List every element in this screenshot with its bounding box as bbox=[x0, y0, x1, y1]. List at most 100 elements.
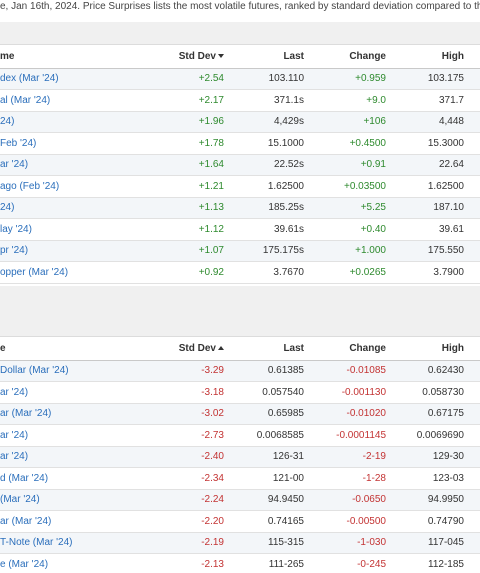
table-row[interactable]: e (Mar '24) -2.13 111-265 -0-245 112-185 bbox=[0, 553, 480, 573]
column-header-change[interactable]: Change bbox=[320, 45, 402, 69]
change-value: +1.000 bbox=[320, 240, 402, 262]
high-price-value: 4,448 bbox=[402, 111, 480, 133]
high-price-value: 3.7900 bbox=[402, 261, 480, 284]
column-header-last[interactable]: Last bbox=[240, 45, 320, 69]
table-row[interactable]: ar '24) -2.73 0.0068585 -0.0001145 0.0069690 bbox=[0, 424, 480, 447]
last-price-value: 0.0068585 bbox=[240, 424, 320, 447]
change-value: -0.01085 bbox=[320, 360, 402, 382]
futures-name-link[interactable]: ar '24) bbox=[0, 446, 165, 468]
change-value: +5.25 bbox=[320, 197, 402, 219]
last-price-value: 1.62500 bbox=[240, 175, 320, 198]
futures-name-link[interactable]: 24) bbox=[0, 197, 165, 219]
futures-name-link[interactable]: d (Mar '24) bbox=[0, 467, 165, 490]
top-volatility-panel: me Std Dev Last Change High dex (Mar '24… bbox=[0, 44, 480, 286]
table-row[interactable]: opper (Mar '24) +0.92 3.7670 +0.0265 3.7900 bbox=[0, 261, 480, 284]
high-price-value: 0.62430 bbox=[402, 360, 480, 382]
futures-name-link[interactable]: T-Note (Mar '24) bbox=[0, 532, 165, 554]
high-price-value: 15.3000 bbox=[402, 132, 480, 155]
table-row[interactable]: Feb '24) +1.78 15.1000 +0.4500 15.3000 bbox=[0, 132, 480, 155]
table-row[interactable]: ar '24) +1.64 22.52s +0.91 22.64 bbox=[0, 154, 480, 176]
last-price-value: 22.52s bbox=[240, 154, 320, 176]
std-dev-value: -2.73 bbox=[165, 424, 240, 447]
table-row[interactable]: T-Note (Mar '24) -2.19 115-315 -1-030 117-04… bbox=[0, 532, 480, 554]
table-row[interactable]: 24) +1.13 185.25s +5.25 187.10 bbox=[0, 197, 480, 219]
change-value: +106 bbox=[320, 111, 402, 133]
table-row[interactable]: ar (Mar '24) -2.20 0.74165 -0.00500 0.74790 bbox=[0, 510, 480, 533]
futures-name-link[interactable]: Feb '24) bbox=[0, 132, 165, 155]
futures-name-link[interactable]: ar (Mar '24) bbox=[0, 403, 165, 425]
table-row[interactable]: Dollar (Mar '24) -3.29 0.61385 -0.01085 0.62… bbox=[0, 360, 480, 382]
futures-name-link[interactable]: Dollar (Mar '24) bbox=[0, 360, 165, 382]
high-price-value: 187.10 bbox=[402, 197, 480, 219]
column-header-name[interactable]: e bbox=[0, 337, 165, 361]
last-price-value: 175.175s bbox=[240, 240, 320, 262]
table-row[interactable]: pr '24) +1.07 175.175s +1.000 175.550 bbox=[0, 240, 480, 262]
top-futures-table: me Std Dev Last Change High dex (Mar '24… bbox=[0, 45, 480, 284]
bottom-volatility-panel: e Std Dev Last Change High Dollar (Mar '… bbox=[0, 336, 480, 573]
high-price-value: 371.7 bbox=[402, 89, 480, 112]
column-header-last[interactable]: Last bbox=[240, 337, 320, 361]
last-price-value: 4,429s bbox=[240, 111, 320, 133]
futures-name-link[interactable]: ar '24) bbox=[0, 154, 165, 176]
futures-name-link[interactable]: e (Mar '24) bbox=[0, 553, 165, 573]
high-price-value: 22.64 bbox=[402, 154, 480, 176]
last-price-value: 111-265 bbox=[240, 553, 320, 573]
change-value: +0.959 bbox=[320, 68, 402, 90]
table-row[interactable]: ar '24) -3.18 0.057540 -0.001130 0.058730 bbox=[0, 381, 480, 404]
last-price-value: 371.1s bbox=[240, 89, 320, 112]
std-dev-value: +1.78 bbox=[165, 132, 240, 155]
std-dev-value: -3.18 bbox=[165, 381, 240, 404]
futures-name-link[interactable]: ar '24) bbox=[0, 424, 165, 447]
last-price-value: 0.61385 bbox=[240, 360, 320, 382]
futures-name-link[interactable]: (Mar '24) bbox=[0, 489, 165, 511]
table-row[interactable]: dex (Mar '24) +2.54 103.110 +0.959 103.175 bbox=[0, 68, 480, 90]
futures-name-link[interactable]: ar (Mar '24) bbox=[0, 510, 165, 533]
section-gap bbox=[0, 286, 480, 336]
change-value: +0.40 bbox=[320, 218, 402, 241]
caret-up-icon bbox=[218, 346, 224, 351]
table-row[interactable]: (Mar '24) -2.24 94.9450 -0.0650 94.9950 bbox=[0, 489, 480, 511]
futures-name-link[interactable]: pr '24) bbox=[0, 240, 165, 262]
column-header-high[interactable]: High bbox=[402, 337, 480, 361]
change-value: -0.00500 bbox=[320, 510, 402, 533]
caret-down-icon bbox=[218, 54, 224, 59]
last-price-value: 126-31 bbox=[240, 446, 320, 468]
last-price-value: 3.7670 bbox=[240, 261, 320, 284]
table-row[interactable]: 24) +1.96 4,429s +106 4,448 bbox=[0, 111, 480, 133]
high-price-value: 103.175 bbox=[402, 68, 480, 90]
column-header-std-dev[interactable]: Std Dev bbox=[165, 337, 240, 361]
table-row[interactable]: ago (Feb '24) +1.21 1.62500 +0.03500 1.62500 bbox=[0, 175, 480, 198]
table-row[interactable]: ar '24) -2.40 126-31 -2-19 129-30 bbox=[0, 446, 480, 468]
page-intro: e, Jan 16th, 2024. Price Surprises lists… bbox=[0, 0, 480, 22]
std-dev-value: -2.19 bbox=[165, 532, 240, 554]
table-row[interactable]: lay '24) +1.12 39.61s +0.40 39.61 bbox=[0, 218, 480, 241]
futures-name-link[interactable]: lay '24) bbox=[0, 218, 165, 241]
futures-name-link[interactable]: dex (Mar '24) bbox=[0, 68, 165, 90]
table-row[interactable]: al (Mar '24) +2.17 371.1s +9.0 371.7 bbox=[0, 89, 480, 112]
column-header-change[interactable]: Change bbox=[320, 337, 402, 361]
futures-name-link[interactable]: ago (Feb '24) bbox=[0, 175, 165, 198]
change-value: -0.0001145 bbox=[320, 424, 402, 447]
futures-name-link[interactable]: opper (Mar '24) bbox=[0, 261, 165, 284]
high-price-value: 112-185 bbox=[402, 553, 480, 573]
column-header-high[interactable]: High bbox=[402, 45, 480, 69]
std-dev-value: +1.21 bbox=[165, 175, 240, 198]
high-price-value: 0.67175 bbox=[402, 403, 480, 425]
high-price-value: 175.550 bbox=[402, 240, 480, 262]
column-header-std-dev[interactable]: Std Dev bbox=[165, 45, 240, 69]
table-row[interactable]: d (Mar '24) -2.34 121-00 -1-28 123-03 bbox=[0, 467, 480, 490]
std-dev-value: +1.13 bbox=[165, 197, 240, 219]
bottom-futures-table: e Std Dev Last Change High Dollar (Mar '… bbox=[0, 337, 480, 573]
futures-name-link[interactable]: al (Mar '24) bbox=[0, 89, 165, 112]
futures-name-link[interactable]: 24) bbox=[0, 111, 165, 133]
high-price-value: 39.61 bbox=[402, 218, 480, 241]
high-price-value: 123-03 bbox=[402, 467, 480, 490]
change-value: -0.01020 bbox=[320, 403, 402, 425]
high-price-value: 1.62500 bbox=[402, 175, 480, 198]
column-header-name[interactable]: me bbox=[0, 45, 165, 69]
last-price-value: 39.61s bbox=[240, 218, 320, 241]
futures-name-link[interactable]: ar '24) bbox=[0, 381, 165, 404]
std-dev-value: +2.17 bbox=[165, 89, 240, 112]
table-row[interactable]: ar (Mar '24) -3.02 0.65985 -0.01020 0.67175 bbox=[0, 403, 480, 425]
change-value: -1-28 bbox=[320, 467, 402, 490]
